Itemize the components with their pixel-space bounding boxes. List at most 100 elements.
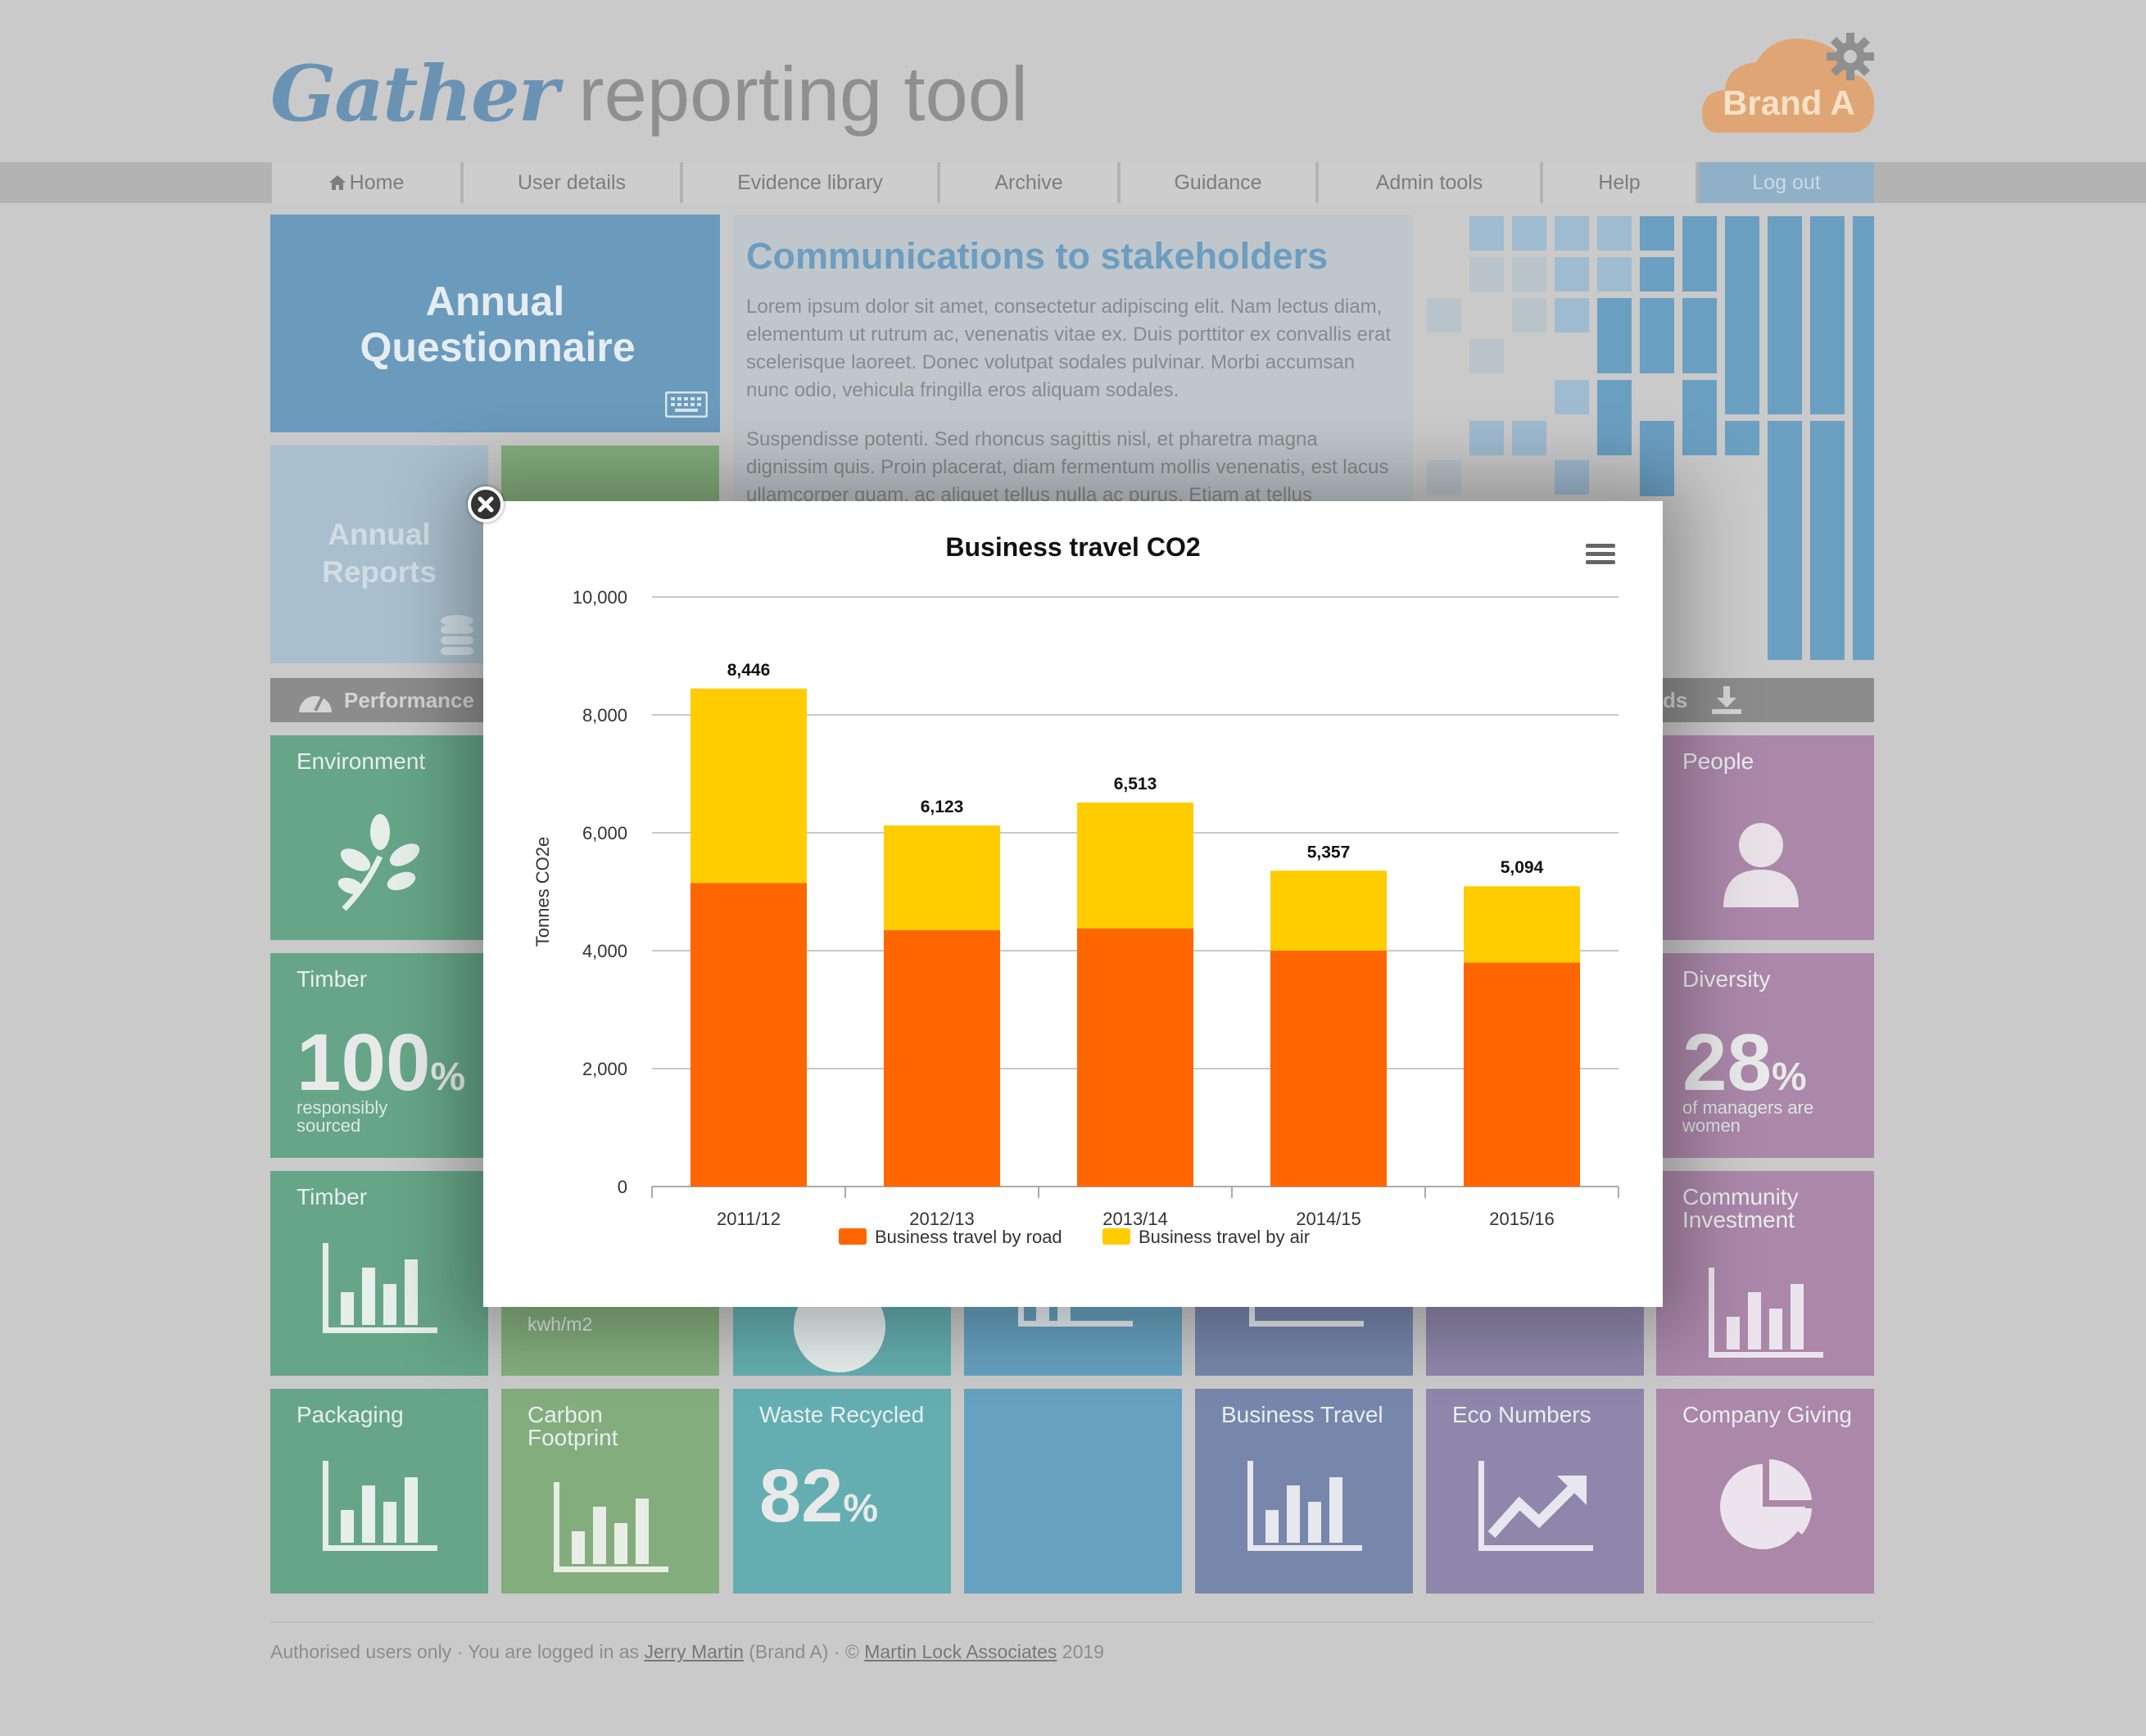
pie-chart-icon <box>794 1286 885 1372</box>
chart-title: Business travel CO2 <box>945 532 1201 562</box>
timber-value-number: 100 <box>297 1017 431 1107</box>
nav-help[interactable]: Help <box>1543 162 1696 203</box>
bar-road <box>1464 962 1580 1187</box>
hamburger-menu-icon[interactable] <box>1586 542 1615 565</box>
x-tick-label: 2011/12 <box>717 1209 781 1229</box>
diversity-value: 28% <box>1682 1022 1807 1118</box>
footer-user-link[interactable]: Jerry Martin <box>644 1641 744 1662</box>
carbon-footprint-tile[interactable]: Carbon Footprint <box>501 1389 719 1594</box>
download-icon[interactable] <box>1710 686 1743 716</box>
home-icon <box>328 175 346 190</box>
person-icon <box>1723 823 1799 907</box>
diversity-note-1: of managers are <box>1682 1097 1814 1118</box>
waste-recycled-tile[interactable]: Waste Recycled 82% <box>733 1389 951 1594</box>
nav-admin-tools[interactable]: Admin tools <box>1319 162 1540 203</box>
bar-total-label: 8,446 <box>727 661 771 680</box>
chart-modal: Business travel CO2 0 2,000 4,000 6,000 8,00… <box>483 501 1663 1307</box>
company-giving-tile[interactable]: Company Giving <box>1656 1389 1874 1594</box>
y-tick-label: 2,000 <box>582 1059 627 1079</box>
timber-value: 100% <box>297 1022 465 1118</box>
footer-company-link[interactable]: Martin Lock Associates <box>864 1641 1057 1662</box>
annual-reports-tile[interactable]: Annual Reports <box>270 445 488 663</box>
diversity-label: Diversity <box>1682 966 1771 992</box>
company-giving-label: Company Giving <box>1682 1402 1852 1427</box>
legend-swatch <box>839 1228 867 1245</box>
bar-chart-icon <box>1247 1461 1362 1551</box>
close-icon <box>478 496 494 513</box>
packaging-tile[interactable]: Packaging <box>270 1389 488 1594</box>
business-travel-label: Business Travel <box>1221 1402 1383 1427</box>
eco-numbers-tile[interactable]: Eco Numbers <box>1426 1389 1644 1594</box>
app-title: Gather reporting tool <box>270 49 1028 139</box>
bar-total-label: 6,123 <box>921 798 964 816</box>
nav-guidance[interactable]: Guidance <box>1121 162 1315 203</box>
timber-tile[interactable]: Timber 100% responsibly sourced <box>270 953 488 1158</box>
database-icon <box>441 615 473 655</box>
line-chart-icon <box>1478 1461 1593 1551</box>
keyboard-icon <box>665 391 708 418</box>
bar-air <box>884 825 1000 930</box>
timber-chart-tile[interactable]: Timber <box>270 1171 488 1376</box>
bar-air <box>1077 802 1193 929</box>
business-travel-tile[interactable]: Business Travel <box>1195 1389 1413 1594</box>
packaging-label: Packaging <box>297 1402 404 1427</box>
annual-questionnaire-tile[interactable]: Annual Questionnaire <box>270 215 720 432</box>
annual-reports-label: Annual Reports <box>322 518 437 589</box>
close-modal-button[interactable] <box>468 486 504 522</box>
communications-paragraph-1: Lorem ipsum dolor sit amet, consectetur … <box>746 296 1392 401</box>
waste-value-number: 82 <box>759 1454 844 1538</box>
nav-home-label: Home <box>349 171 405 194</box>
nav-user-details[interactable]: User details <box>464 162 680 203</box>
communications-title: Communications to stakeholders <box>746 235 1329 277</box>
line-chart-icon <box>1249 1294 1364 1327</box>
carbon-footprint-label: Carbon Footprint <box>527 1402 618 1450</box>
waste-recycled-label: Waste Recycled <box>759 1402 925 1427</box>
environment-label: Environment <box>297 748 426 774</box>
footer-mid: (Brand A) · © <box>743 1641 865 1662</box>
timber-note-1: responsibly <box>297 1097 388 1118</box>
footer: Authorised users only · You are logged i… <box>270 1638 1104 1666</box>
legend-swatch <box>1102 1228 1130 1245</box>
x-tick-label: 2012/13 <box>909 1209 975 1229</box>
timber-value-unit: % <box>430 1056 466 1099</box>
y-tick-label: 4,000 <box>582 941 627 961</box>
performance-label: Performance <box>344 688 474 712</box>
bar-road <box>1270 951 1387 1187</box>
people-tile[interactable]: People <box>1656 735 1874 940</box>
cloud-icon <box>1702 38 1875 133</box>
downloads-label: ds <box>1663 688 1688 712</box>
bar-air <box>1464 886 1580 963</box>
legend-label: Business travel by road <box>875 1227 1062 1247</box>
bar-chart-icon <box>1709 1268 1823 1358</box>
annual-questionnaire-label: Annual Questionnaire <box>360 278 636 370</box>
footer-prefix: Authorised users only · You are logged i… <box>270 1641 645 1662</box>
footer-divider <box>270 1621 1874 1623</box>
nav-log-out[interactable]: Log out <box>1699 162 1874 203</box>
nav-home[interactable]: Home <box>272 162 460 203</box>
app-title-rest: reporting tool <box>578 51 1028 137</box>
x-tick-label: 2013/14 <box>1102 1209 1168 1229</box>
environment-tile[interactable]: Environment <box>270 735 488 940</box>
bar-air <box>1270 870 1387 951</box>
bar-road <box>884 929 1000 1187</box>
timber-chart-label: Timber <box>297 1184 368 1209</box>
y-axis-title: Tonnes CO2e <box>532 837 553 947</box>
bar-road <box>690 883 807 1187</box>
brand-badge[interactable]: Brand A <box>1702 33 1876 133</box>
nav-archive[interactable]: Archive <box>940 162 1117 203</box>
waste-value-unit: % <box>843 1487 879 1530</box>
x-tick-label: 2014/15 <box>1296 1209 1361 1229</box>
timber-label: Timber <box>297 966 368 992</box>
pie-chart-icon <box>1720 1459 1812 1549</box>
bar-air <box>690 688 807 884</box>
diversity-tile[interactable]: Diversity 28% of managers are women <box>1656 953 1874 1158</box>
community-tile[interactable]: Community Investment <box>1656 1171 1874 1376</box>
x-tick-label: 2015/16 <box>1489 1209 1555 1229</box>
bar-total-label: 5,357 <box>1307 843 1351 861</box>
blue-tile[interactable] <box>964 1389 1182 1594</box>
gear-icon[interactable] <box>1825 31 1876 82</box>
dashboard-gauge-icon <box>299 695 332 712</box>
bar-road <box>1077 928 1193 1187</box>
communications-paragraph-2: Suspendisse potenti. Sed rhoncus sagitti… <box>746 428 1389 506</box>
nav-evidence-library[interactable]: Evidence library <box>683 162 937 203</box>
